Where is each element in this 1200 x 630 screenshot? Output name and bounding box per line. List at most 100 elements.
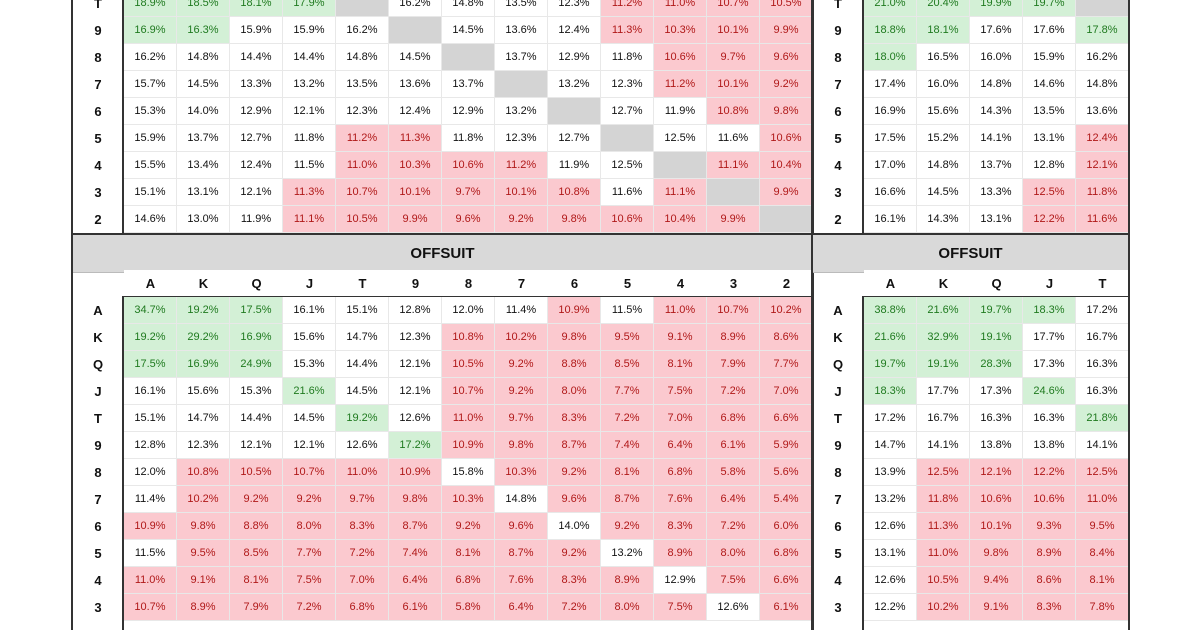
suited-row-cell: 9.9% bbox=[760, 17, 813, 44]
column-header: 3 bbox=[707, 270, 760, 297]
suited-row-cell: 9.7% bbox=[707, 44, 760, 71]
column-header: 8 bbox=[442, 270, 495, 297]
column-header: Q bbox=[970, 270, 1023, 297]
offsuit-row-cell: 6.6% bbox=[760, 405, 813, 432]
offsuit-row-cell: 10.7% bbox=[283, 459, 336, 486]
offsuit-row-cell: 16.7% bbox=[1076, 324, 1129, 351]
suited-row-cell: 15.1% bbox=[124, 179, 177, 206]
offsuit-row-cell: 12.6% bbox=[336, 432, 389, 459]
offsuit-row-cell: 12.6% bbox=[864, 513, 917, 540]
suited-row-cell: 17.9% bbox=[283, 0, 336, 17]
offsuit-row-label: K bbox=[833, 330, 843, 345]
offsuit-row-cell: 14.7% bbox=[336, 324, 389, 351]
suited-row-label: 2 bbox=[94, 212, 102, 227]
offsuit-row-label: 5 bbox=[834, 546, 842, 561]
suited-row-cell: 12.3% bbox=[336, 98, 389, 125]
suited-row-cell: 14.6% bbox=[124, 206, 177, 233]
offsuit-row-cell: 7.2% bbox=[336, 540, 389, 567]
offsuit-row-cell: 10.2% bbox=[177, 486, 230, 513]
offsuit-row-cell: 9.2% bbox=[601, 513, 654, 540]
offsuit-row-cell: 14.7% bbox=[177, 405, 230, 432]
suited-row-cell: 12.9% bbox=[548, 44, 601, 71]
offsuit-row-cell: 12.1% bbox=[230, 432, 283, 459]
offsuit-row-cell: 17.3% bbox=[1023, 351, 1076, 378]
offsuit-row-cell: 12.3% bbox=[177, 432, 230, 459]
offsuit-row-cell: 7.5% bbox=[707, 567, 760, 594]
offsuit-row-label: 4 bbox=[94, 573, 102, 588]
suited-row-cell: 18.1% bbox=[230, 0, 283, 17]
offsuit-row-cell: 9.5% bbox=[177, 540, 230, 567]
offsuit-row-cell: 17.5% bbox=[230, 297, 283, 324]
offsuit-row-cell: 8.6% bbox=[1023, 567, 1076, 594]
suited-row-cell: 12.7% bbox=[230, 125, 283, 152]
suited-row-cell: 17.6% bbox=[970, 17, 1023, 44]
offsuit-row-cell: 10.9% bbox=[548, 297, 601, 324]
offsuit-row-cell: 16.3% bbox=[970, 405, 1023, 432]
offsuit-row-cell: 21.8% bbox=[1076, 405, 1129, 432]
offsuit-row-cell: 11.5% bbox=[124, 540, 177, 567]
offsuit-row-cell: 24.6% bbox=[1023, 378, 1076, 405]
offsuit-row-cell: 16.9% bbox=[177, 351, 230, 378]
offsuit-row-cell: 16.9% bbox=[230, 324, 283, 351]
offsuit-row-cell: 17.2% bbox=[864, 405, 917, 432]
offsuit-row-cell: 5.8% bbox=[442, 594, 495, 621]
suited-row-label: 6 bbox=[834, 104, 842, 119]
offsuit-row-cell: 19.2% bbox=[124, 324, 177, 351]
suited-row-cell: 16.2% bbox=[124, 44, 177, 71]
offsuit-row-cell: 8.7% bbox=[389, 513, 442, 540]
suited-row-cell bbox=[548, 98, 601, 125]
offsuit-row-cell: 9.2% bbox=[230, 486, 283, 513]
suited-row-cell: 12.5% bbox=[1023, 179, 1076, 206]
suited-row-cell: 16.3% bbox=[177, 17, 230, 44]
offsuit-row-cell: 14.5% bbox=[336, 378, 389, 405]
suited-row-cell: 13.5% bbox=[1023, 98, 1076, 125]
suited-row-cell: 12.5% bbox=[654, 125, 707, 152]
suited-row-cell bbox=[495, 71, 548, 98]
offsuit-row-cell: 14.0% bbox=[548, 513, 601, 540]
offsuit-row-cell: 11.0% bbox=[124, 567, 177, 594]
suited-row-cell: 11.8% bbox=[601, 44, 654, 71]
offsuit-row-cell: 11.0% bbox=[1076, 486, 1129, 513]
suited-row-cell: 11.9% bbox=[230, 206, 283, 233]
offsuit-row-label: T bbox=[834, 411, 842, 426]
suited-row-cell: 12.3% bbox=[601, 71, 654, 98]
suited-row-cell: 13.7% bbox=[442, 71, 495, 98]
suited-row-cell: 11.9% bbox=[548, 152, 601, 179]
offsuit-row-label: K bbox=[93, 330, 103, 345]
suited-row-cell: 16.9% bbox=[124, 17, 177, 44]
suited-row-cell: 17.0% bbox=[864, 152, 917, 179]
suited-row-cell: 11.1% bbox=[283, 206, 336, 233]
suited-row-cell: 13.2% bbox=[548, 71, 601, 98]
offsuit-row-cell: 34.7% bbox=[124, 297, 177, 324]
offsuit-row-cell: 16.3% bbox=[1076, 351, 1129, 378]
suited-row-cell: 16.2% bbox=[389, 0, 442, 17]
suited-row-cell: 14.0% bbox=[177, 98, 230, 125]
offsuit-row-cell: 18.3% bbox=[1023, 297, 1076, 324]
offsuit-row-cell: 8.6% bbox=[760, 324, 813, 351]
offsuit-row-cell: 19.7% bbox=[970, 297, 1023, 324]
suited-row-cell: 18.1% bbox=[917, 17, 970, 44]
offsuit-row-cell: 12.2% bbox=[864, 594, 917, 621]
offsuit-row-cell: 12.6% bbox=[707, 594, 760, 621]
offsuit-row-cell: 13.2% bbox=[864, 486, 917, 513]
suited-row-cell: 13.0% bbox=[177, 206, 230, 233]
suited-row-cell: 9.9% bbox=[707, 206, 760, 233]
column-header: 2 bbox=[760, 270, 813, 297]
offsuit-row-cell: 12.0% bbox=[124, 459, 177, 486]
offsuit-row-cell: 7.7% bbox=[283, 540, 336, 567]
offsuit-row-cell: 7.8% bbox=[1076, 594, 1129, 621]
offsuit-row-label: 6 bbox=[834, 519, 842, 534]
offsuit-row-cell: 11.4% bbox=[495, 297, 548, 324]
offsuit-row-label: Q bbox=[92, 357, 104, 372]
suited-row-cell bbox=[654, 152, 707, 179]
offsuit-row-cell: 14.1% bbox=[1076, 432, 1129, 459]
suited-row-cell: 10.6% bbox=[442, 152, 495, 179]
offsuit-row-cell: 19.7% bbox=[864, 351, 917, 378]
offsuit-row-cell: 11.0% bbox=[336, 459, 389, 486]
suited-row-cell: 10.1% bbox=[707, 71, 760, 98]
offsuit-row-label: J bbox=[834, 384, 842, 399]
suited-row-cell bbox=[336, 0, 389, 17]
offsuit-row-cell: 6.8% bbox=[442, 567, 495, 594]
suited-row-cell: 15.9% bbox=[283, 17, 336, 44]
offsuit-row-cell: 10.3% bbox=[495, 459, 548, 486]
